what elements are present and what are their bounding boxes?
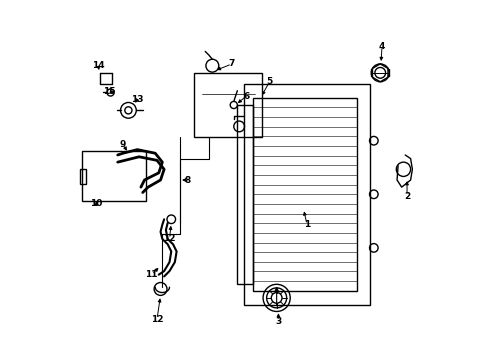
Text: 15: 15 xyxy=(103,87,116,96)
Bar xyxy=(80,169,85,184)
Bar xyxy=(237,105,253,284)
Text: 4: 4 xyxy=(378,41,385,50)
Text: 5: 5 xyxy=(266,77,272,86)
Bar xyxy=(194,73,262,137)
Text: 11: 11 xyxy=(145,270,158,279)
Text: 6: 6 xyxy=(243,91,249,100)
Text: 14: 14 xyxy=(92,61,104,70)
Text: 9: 9 xyxy=(120,140,126,149)
Text: 13: 13 xyxy=(131,95,143,104)
Text: 12: 12 xyxy=(163,234,175,243)
Bar xyxy=(244,84,369,305)
Text: 3: 3 xyxy=(275,316,281,325)
Text: 2: 2 xyxy=(403,192,409,201)
Text: 1: 1 xyxy=(303,220,309,229)
Text: 7: 7 xyxy=(228,59,235,68)
Bar xyxy=(253,98,356,291)
Text: 12: 12 xyxy=(150,315,163,324)
Bar xyxy=(82,152,146,202)
Text: 10: 10 xyxy=(90,199,102,208)
Text: 8: 8 xyxy=(184,176,190,185)
